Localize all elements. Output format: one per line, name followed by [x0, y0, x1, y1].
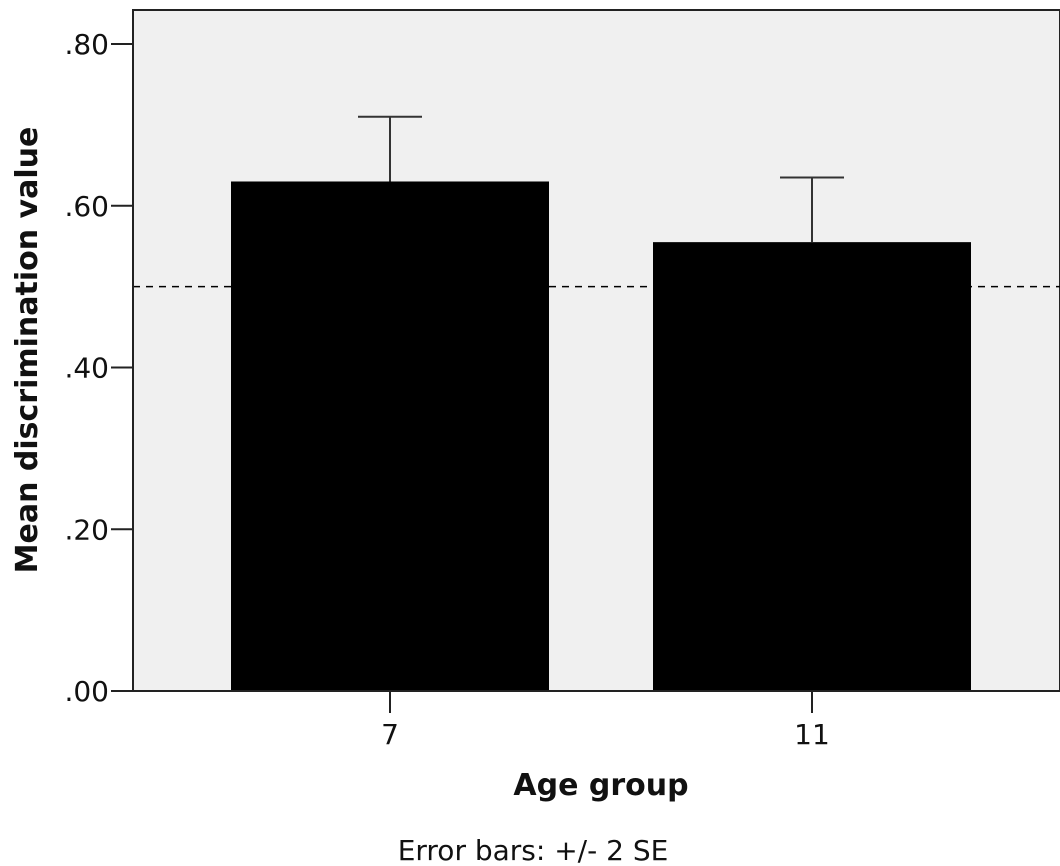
x-axis-title: Age group [513, 768, 688, 803]
bar-11 [653, 242, 971, 692]
y-tick-label: .80 [64, 28, 109, 61]
y-tick-label: .20 [64, 513, 109, 546]
bars-group [231, 181, 971, 692]
x-tick-label: 11 [794, 718, 830, 751]
error-bar-footnote: Error bars: +/- 2 SE [398, 834, 669, 866]
y-tick-label: .60 [64, 190, 109, 223]
y-ticks-group: .00 .20 .40 .60 .80 [64, 28, 133, 708]
x-ticks-group: 7 11 [381, 691, 830, 751]
error-bars-group [358, 115, 844, 243]
y-axis-title: Mean discrimination value [10, 127, 45, 574]
x-tick-label: 7 [381, 718, 399, 751]
y-tick-label: .40 [64, 352, 109, 385]
bar-7 [231, 181, 549, 692]
y-tick-label: .00 [64, 675, 109, 708]
